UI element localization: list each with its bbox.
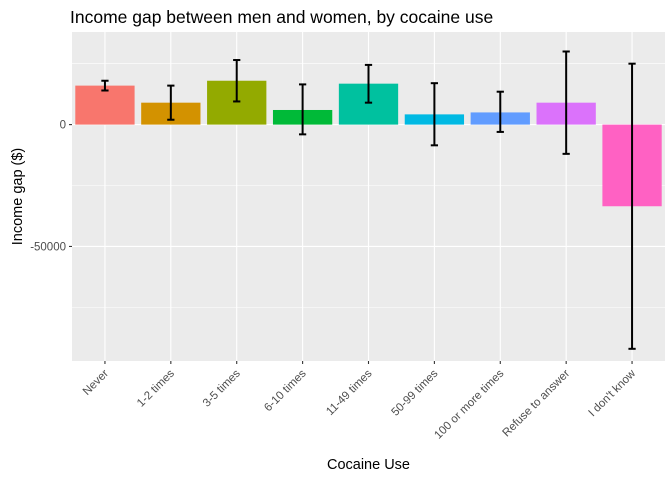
x-tick-label: 1-2 times	[135, 367, 177, 409]
x-tick-label: 3-5 times	[201, 367, 243, 409]
bar	[75, 85, 135, 125]
x-tick-label: Never	[81, 368, 111, 398]
x-tick-label: 11-49 times	[324, 367, 375, 418]
y-axis-title: Income gap ($)	[10, 148, 26, 246]
chart-title: Income gap between men and women, by coc…	[70, 7, 493, 27]
x-axis-title: Cocaine Use	[327, 457, 410, 473]
x-tick-label: I don't know	[587, 367, 639, 419]
x-tick-label: 50-99 times	[390, 367, 441, 418]
y-tick-label: -50000	[30, 241, 66, 253]
x-axis: Never 1-2 times 3-5 times 6-10 times 11-49 t…	[81, 361, 639, 442]
x-tick-label: 100 or more times	[432, 367, 506, 441]
y-tick-label: 0	[60, 120, 66, 132]
x-tick-label: Refuse to answer	[501, 368, 573, 440]
y-axis: 0 -50000	[30, 120, 72, 253]
error-bars	[101, 50, 636, 350]
x-tick-label: 6-10 times	[262, 367, 309, 414]
